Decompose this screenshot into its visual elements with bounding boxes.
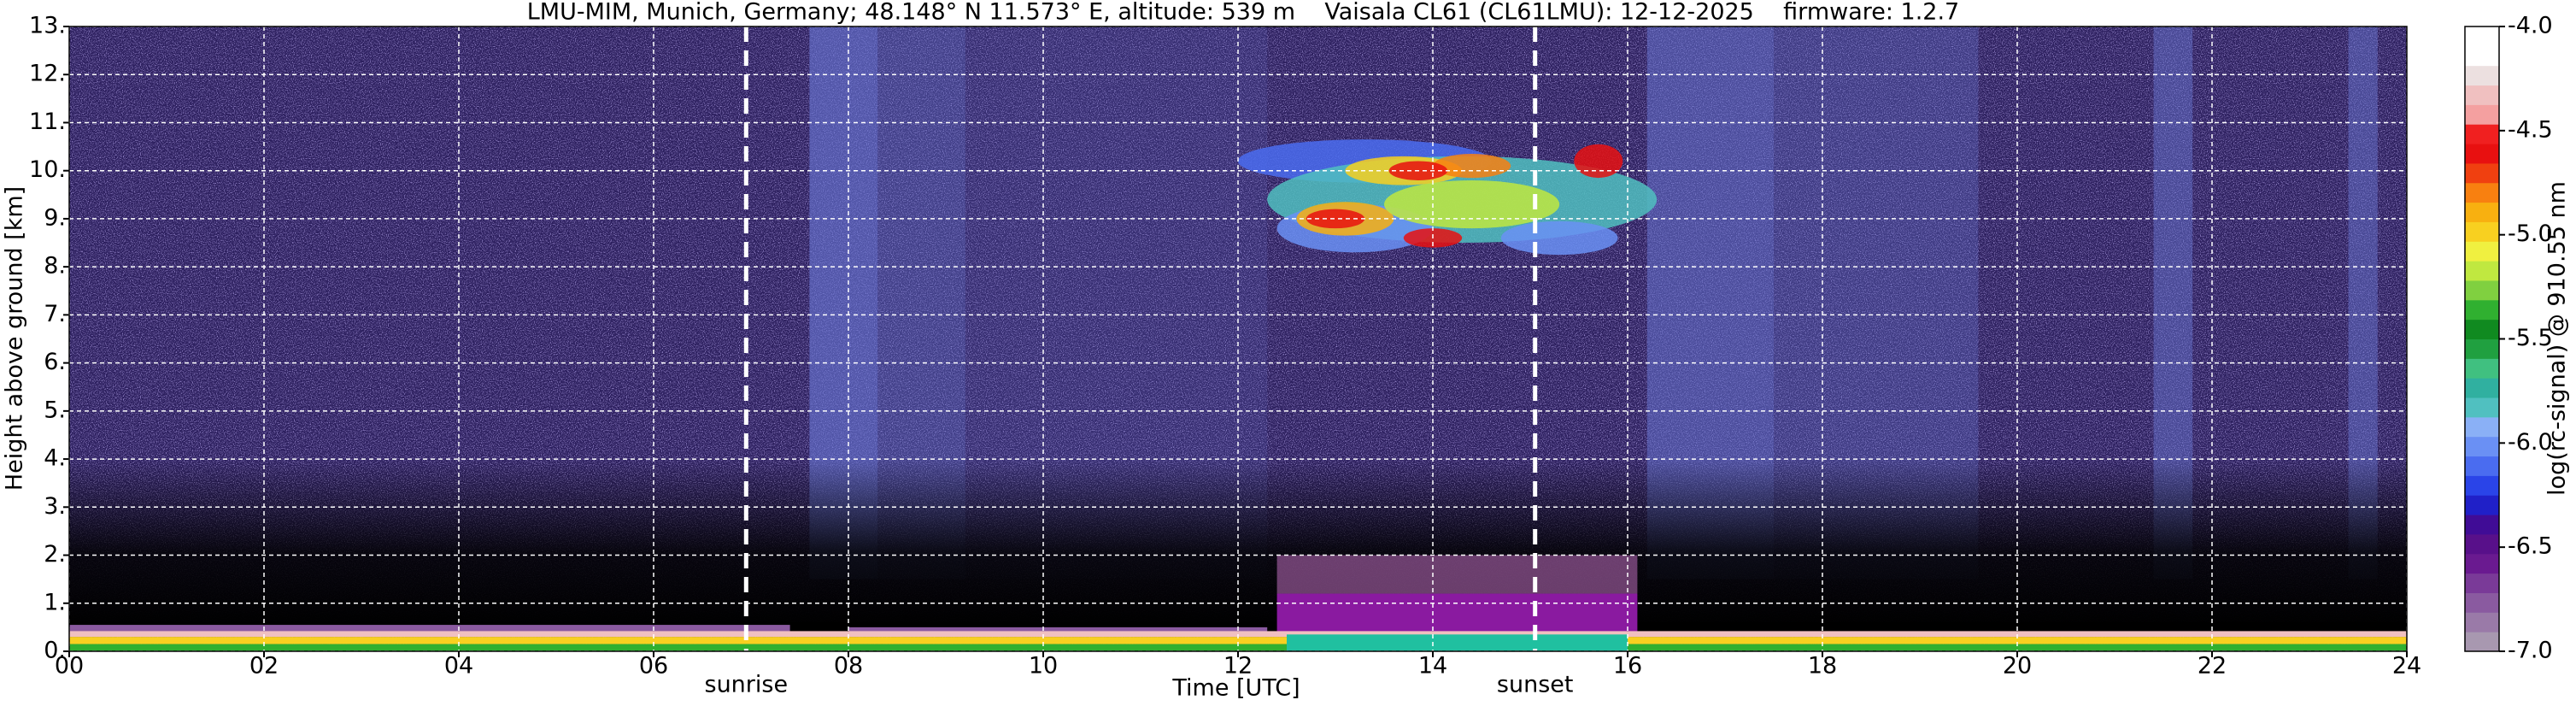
y-tick-label: 6. bbox=[44, 349, 66, 375]
colorbar-segment bbox=[2465, 553, 2499, 574]
x-tick-label: 02 bbox=[249, 653, 279, 680]
x-tick-label: 06 bbox=[639, 653, 668, 680]
colorbar-segment bbox=[2465, 182, 2499, 203]
x-tick-label: 18 bbox=[1808, 653, 1837, 680]
colorbar-segment bbox=[2465, 279, 2499, 301]
cloud bbox=[1500, 221, 1618, 256]
colorbar-segment bbox=[2465, 202, 2499, 222]
colorbar-segment bbox=[2465, 26, 2499, 47]
colorbar-tick-label: -5.5 bbox=[2508, 325, 2553, 351]
cloud bbox=[1384, 179, 1560, 229]
y-tick-label: 12. bbox=[29, 61, 66, 87]
y-tick-label: 4. bbox=[44, 445, 66, 472]
surface-layer bbox=[69, 625, 790, 632]
colorbar-segment bbox=[2465, 475, 2499, 496]
x-tick-label: 12 bbox=[1223, 653, 1253, 680]
y-axis-label: Height above ground [km] bbox=[2, 186, 28, 491]
colorbar-tick-label: -6.0 bbox=[2508, 429, 2553, 456]
x-axis-label: Time [UTC] bbox=[1171, 675, 1300, 702]
y-tick-label: 11. bbox=[29, 109, 66, 135]
x-tick-label: 08 bbox=[834, 653, 863, 680]
colorbar-segment bbox=[2465, 416, 2499, 438]
y-tick-label: 8. bbox=[44, 253, 66, 279]
x-tick-label: 04 bbox=[444, 653, 473, 680]
y-tick-label: 7. bbox=[44, 301, 66, 327]
colorbar-label: log(rc-signal) @ 910.55 nm bbox=[2544, 181, 2571, 496]
colorbar-segment bbox=[2465, 144, 2499, 164]
y-tick-label: 5. bbox=[44, 397, 66, 423]
cloud bbox=[1574, 144, 1623, 179]
colorbar-segment bbox=[2465, 338, 2499, 359]
colorbar-segment bbox=[2465, 515, 2499, 535]
colorbar-segment bbox=[2465, 45, 2499, 67]
colorbar-segment bbox=[2465, 162, 2499, 184]
colorbar-segment bbox=[2465, 241, 2499, 262]
x-tick-label: 00 bbox=[55, 653, 84, 680]
colorbar-segment bbox=[2465, 358, 2499, 379]
colorbar-segment bbox=[2465, 124, 2499, 144]
y-tick-label: 1. bbox=[44, 589, 66, 615]
chart-title: LMU-MIM, Munich, Germany; 48.148° N 11.5… bbox=[527, 0, 1960, 26]
colorbar-segment bbox=[2465, 592, 2499, 613]
boundary-layer bbox=[1276, 555, 1638, 594]
x-tick-label: 14 bbox=[1418, 653, 1447, 680]
colorbar-tick-label: -4.5 bbox=[2508, 116, 2553, 143]
colorbar-segment bbox=[2465, 533, 2499, 555]
cloud bbox=[1306, 209, 1365, 229]
y-tick-label: 0. bbox=[44, 638, 66, 664]
annotation-label: sunrise bbox=[705, 672, 789, 698]
surface-layer bbox=[69, 631, 2407, 638]
x-tick-label: 20 bbox=[2003, 653, 2032, 680]
surface-layer bbox=[69, 644, 2407, 651]
x-tick-label: 16 bbox=[1613, 653, 1642, 680]
colorbar-segment bbox=[2465, 221, 2499, 242]
colorbar-segment bbox=[2465, 573, 2499, 593]
colorbar-tick-label: -7.0 bbox=[2508, 638, 2553, 664]
colorbar-segment bbox=[2465, 104, 2499, 125]
cloud bbox=[1433, 154, 1511, 179]
plot-frame bbox=[68, 26, 2408, 652]
annotation-label: sunset bbox=[1497, 672, 1574, 698]
x-tick-label: 22 bbox=[2198, 653, 2227, 680]
surface-layer bbox=[848, 627, 1268, 632]
x-tick-label: 10 bbox=[1029, 653, 1058, 680]
colorbar-tick-label: -4.0 bbox=[2508, 13, 2553, 39]
colorbar-segment bbox=[2465, 495, 2499, 515]
colorbar-segment bbox=[2465, 397, 2499, 418]
colorbar-segment bbox=[2465, 261, 2499, 281]
y-tick-label: 3. bbox=[44, 493, 66, 520]
colorbar-segment bbox=[2465, 378, 2499, 398]
colorbar-segment bbox=[2465, 319, 2499, 339]
colorbar-tick-label: -6.5 bbox=[2508, 533, 2553, 560]
colorbar-tick-label: -5.0 bbox=[2508, 221, 2553, 247]
colorbar-segment bbox=[2465, 456, 2499, 476]
y-tick-label: 13. bbox=[29, 13, 66, 39]
colorbar-segment bbox=[2465, 85, 2499, 105]
boundary-layer bbox=[1276, 593, 1638, 638]
colorbar-segment bbox=[2465, 632, 2499, 652]
colorbar-segment bbox=[2465, 612, 2499, 632]
colorbar-segment bbox=[2465, 65, 2499, 86]
y-tick-label: 9. bbox=[44, 204, 66, 231]
colorbar-segment bbox=[2465, 436, 2499, 457]
y-tick-label: 2. bbox=[44, 541, 66, 568]
surface-layer bbox=[1287, 634, 1628, 651]
colorbar-segment bbox=[2465, 299, 2499, 321]
x-tick-label: 24 bbox=[2392, 653, 2421, 680]
y-tick-label: 10. bbox=[29, 156, 66, 183]
surface-layer bbox=[69, 637, 2407, 644]
